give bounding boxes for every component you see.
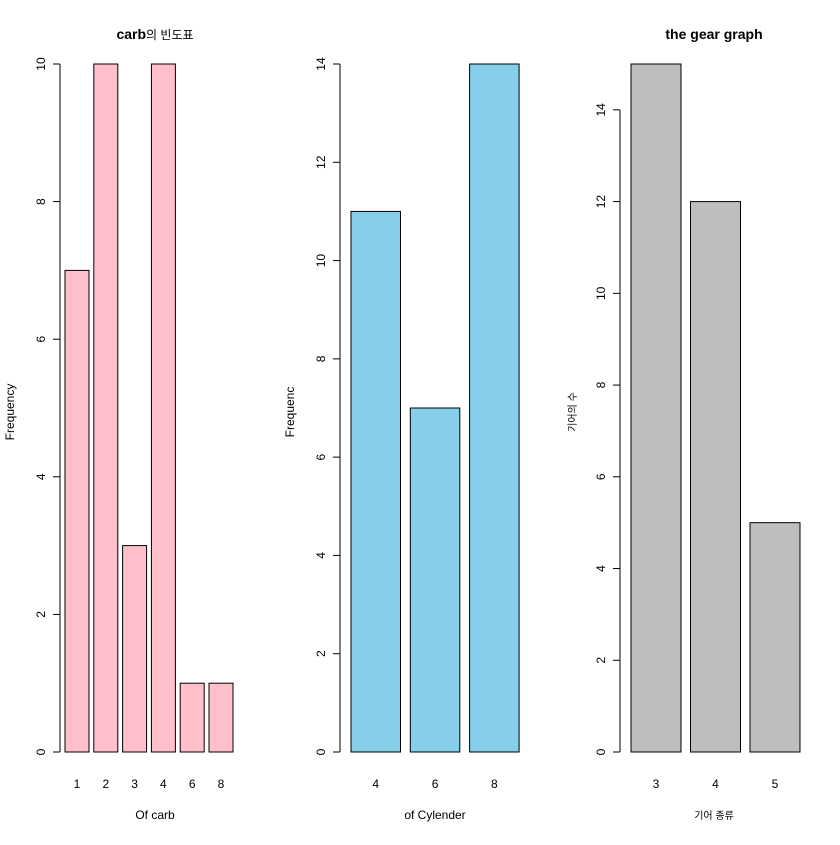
bar-3 (630, 63, 682, 753)
bar-5 (749, 522, 801, 753)
chart-title: the gear graph (665, 26, 762, 42)
bar-3 (122, 545, 148, 753)
y-tick-label: 4 (594, 565, 608, 572)
x-tick-label: 2 (102, 777, 109, 791)
y-tick-label: 6 (314, 453, 328, 460)
y-tick-label: 0 (314, 748, 328, 755)
y-tick-label: 0 (34, 748, 48, 755)
x-tick-label: 4 (160, 777, 167, 791)
bar-1 (64, 269, 90, 753)
x-tick-label: 3 (131, 777, 138, 791)
x-tick-label: 5 (772, 777, 779, 791)
y-tick-label: 14 (594, 103, 608, 117)
x-tick-label: 3 (653, 777, 660, 791)
x-tick-label: 4 (712, 777, 719, 791)
y-tick-label: 4 (314, 552, 328, 559)
y-tick-label: 12 (594, 195, 608, 209)
bar-8 (208, 682, 234, 753)
y-tick-label: 0 (594, 748, 608, 755)
y-tick-label: 12 (314, 155, 328, 169)
y-tick-label: 10 (594, 286, 608, 300)
x-tick-label: 6 (432, 777, 439, 791)
bar-8 (469, 63, 520, 753)
x-tick-label: 6 (189, 777, 196, 791)
bar-6 (179, 682, 205, 753)
chart-panel-2: 4 6 8 0 2 4 6 8 10 12 14 of Cylender Frequenc (283, 57, 520, 822)
x-tick-label: 8 (491, 777, 498, 791)
x-axis-label: 기어 종류 (694, 810, 734, 822)
bar-4 (350, 210, 401, 753)
y-tick-label: 8 (594, 381, 608, 388)
chart-title: carb의 빈도표 (116, 26, 193, 42)
bar-2 (93, 63, 119, 753)
x-tick-label: 8 (218, 777, 225, 791)
y-axis-label: 기어의 수 (567, 392, 579, 432)
y-tick-label: 8 (34, 198, 48, 205)
y-tick-label: 10 (34, 57, 48, 71)
chart-panel-1: carb의 빈도표 1 2 3 4 6 8 0 2 4 6 8 10 Of carb Frequency (3, 26, 234, 822)
y-tick-label: 2 (314, 650, 328, 657)
y-tick-label: 4 (34, 473, 48, 480)
y-tick-label: 6 (34, 336, 48, 343)
y-tick-label: 6 (594, 473, 608, 480)
y-tick-label: 10 (314, 254, 328, 268)
y-tick-label: 2 (34, 611, 48, 618)
bar-4 (690, 201, 741, 753)
bar-4 (150, 63, 176, 753)
y-axis-label: Frequency (3, 384, 17, 441)
x-tick-label: 4 (372, 777, 379, 791)
x-axis-label: of Cylender (404, 808, 465, 822)
bar-6 (409, 407, 461, 753)
y-tick-label: 14 (314, 57, 328, 71)
chart-panel-3: the gear graph 3 4 5 0 2 4 6 8 10 12 14 기어 종류 기어의 수 (567, 26, 801, 822)
y-tick-label: 8 (314, 355, 328, 362)
y-tick-label: 2 (594, 657, 608, 664)
x-axis-label: Of carb (135, 808, 175, 822)
x-tick-label: 1 (74, 777, 81, 791)
y-axis-label: Frequenc (283, 387, 297, 438)
